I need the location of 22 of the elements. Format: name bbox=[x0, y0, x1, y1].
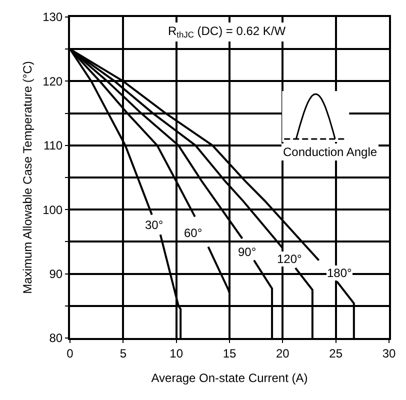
annotation: 30° bbox=[145, 218, 164, 232]
y-tick-label: 130 bbox=[42, 10, 63, 24]
annotation: 180° bbox=[327, 266, 352, 280]
annotation: R$_{thJC}$ (DC) = 0.62 K/W bbox=[168, 24, 286, 40]
annotation: 90° bbox=[238, 245, 256, 259]
y-tick-label: 120 bbox=[42, 74, 63, 88]
y-tick-label: 90 bbox=[49, 267, 63, 281]
x-tick-label: 25 bbox=[329, 346, 343, 360]
y-tick-label: 100 bbox=[42, 202, 63, 217]
annotation: 60° bbox=[184, 226, 202, 240]
x-tick-label: 10 bbox=[170, 346, 184, 360]
annotation: Conduction Angle bbox=[283, 145, 378, 159]
x-tick-label: 5 bbox=[120, 346, 127, 360]
y-tick-label: 80 bbox=[49, 331, 63, 346]
x-tick-label: 15 bbox=[222, 346, 236, 360]
x-tick-label: 30 bbox=[382, 346, 396, 360]
x-tick-label: 0 bbox=[66, 346, 74, 360]
y-tick-label: 110 bbox=[43, 138, 63, 153]
y-axis-title: Maximum Allowable Case Temperature (°C) bbox=[20, 61, 34, 294]
annotation: 120° bbox=[277, 252, 302, 266]
x-axis-title: Average On-state Current (A) bbox=[151, 370, 308, 385]
x-tick-label: 20 bbox=[276, 346, 290, 360]
